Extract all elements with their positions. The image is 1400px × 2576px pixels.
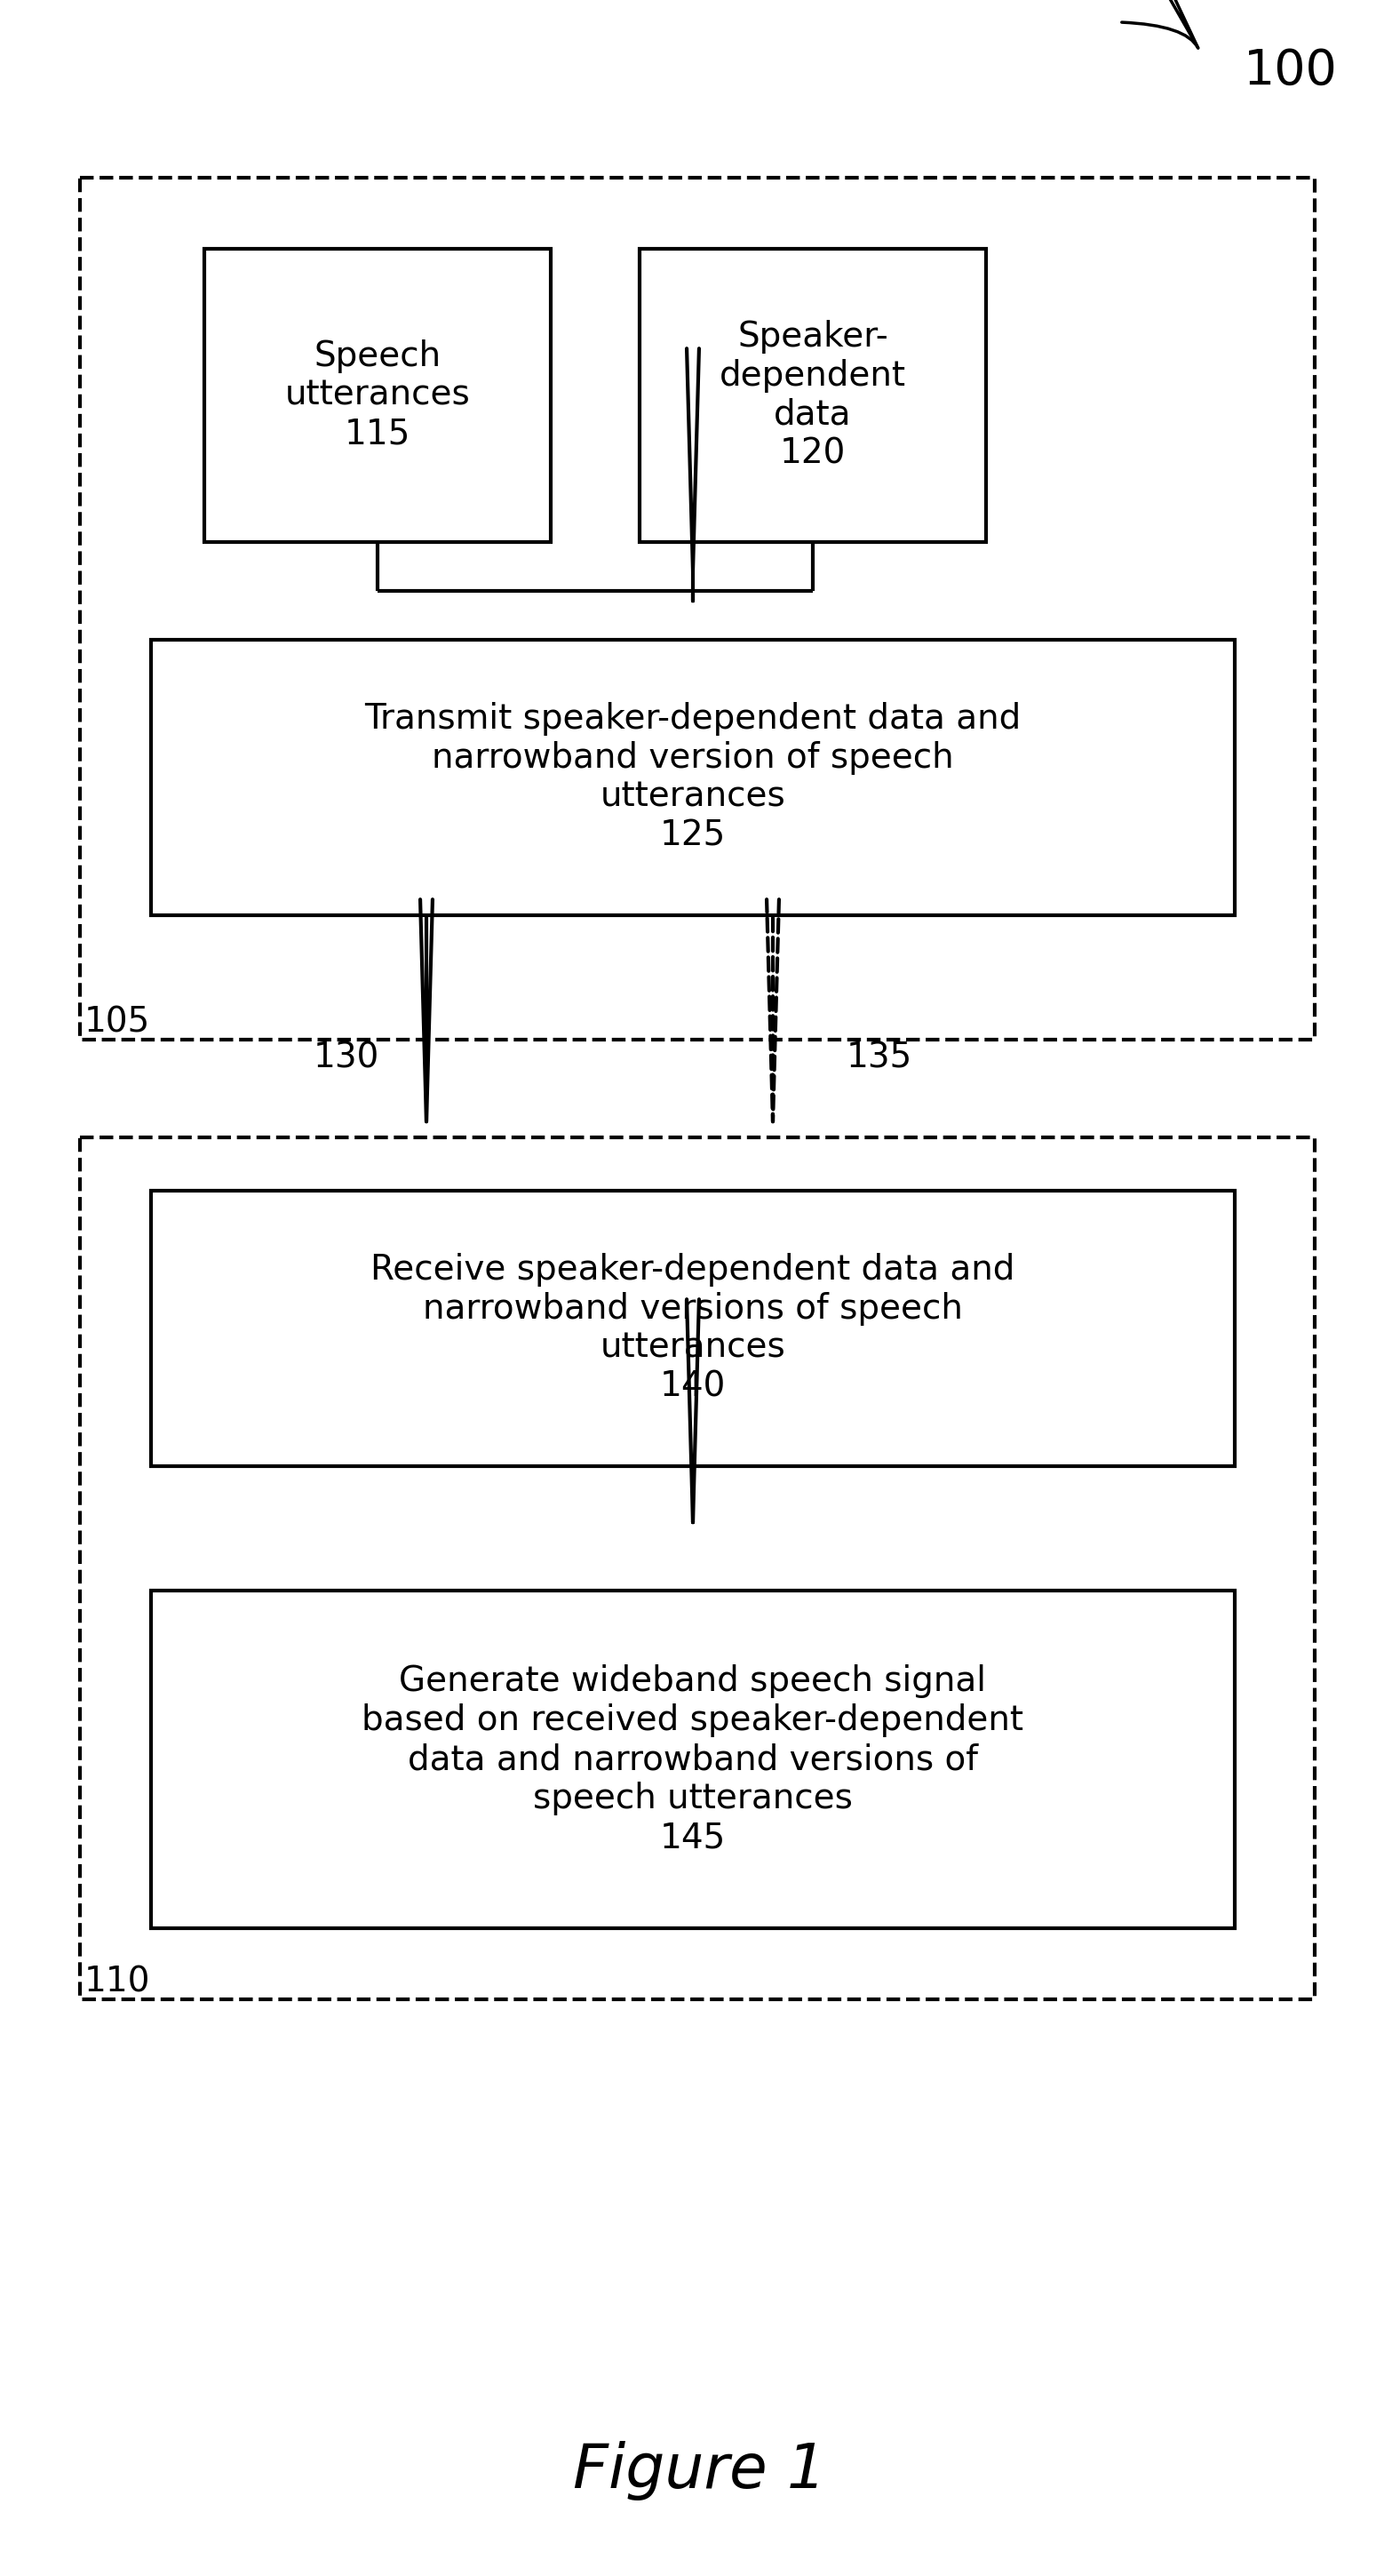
Bar <box>640 250 986 541</box>
Text: 130: 130 <box>314 1041 379 1074</box>
Bar <box>80 1139 1315 1999</box>
Text: Speech
utterances
115: Speech utterances 115 <box>284 340 470 451</box>
Text: Figure 1: Figure 1 <box>574 2439 826 2501</box>
Text: Transmit speaker-dependent data and
narrowband version of speech
utterances
125: Transmit speaker-dependent data and narr… <box>364 703 1021 853</box>
Bar <box>151 639 1235 914</box>
Text: 135: 135 <box>847 1041 913 1074</box>
Text: 105: 105 <box>84 1005 150 1041</box>
Bar <box>204 250 550 541</box>
Text: Receive speaker-dependent data and
narrowband versions of speech
utterances
140: Receive speaker-dependent data and narro… <box>371 1252 1015 1404</box>
Bar <box>151 1589 1235 1929</box>
Text: Speaker-
dependent
data
120: Speaker- dependent data 120 <box>720 319 906 471</box>
Bar <box>80 178 1315 1041</box>
Text: Generate wideband speech signal
based on received speaker-dependent
data and nar: Generate wideband speech signal based on… <box>363 1664 1023 1855</box>
Bar <box>151 1190 1235 1466</box>
Text: 100: 100 <box>1243 46 1337 95</box>
Text: 110: 110 <box>84 1965 151 1999</box>
